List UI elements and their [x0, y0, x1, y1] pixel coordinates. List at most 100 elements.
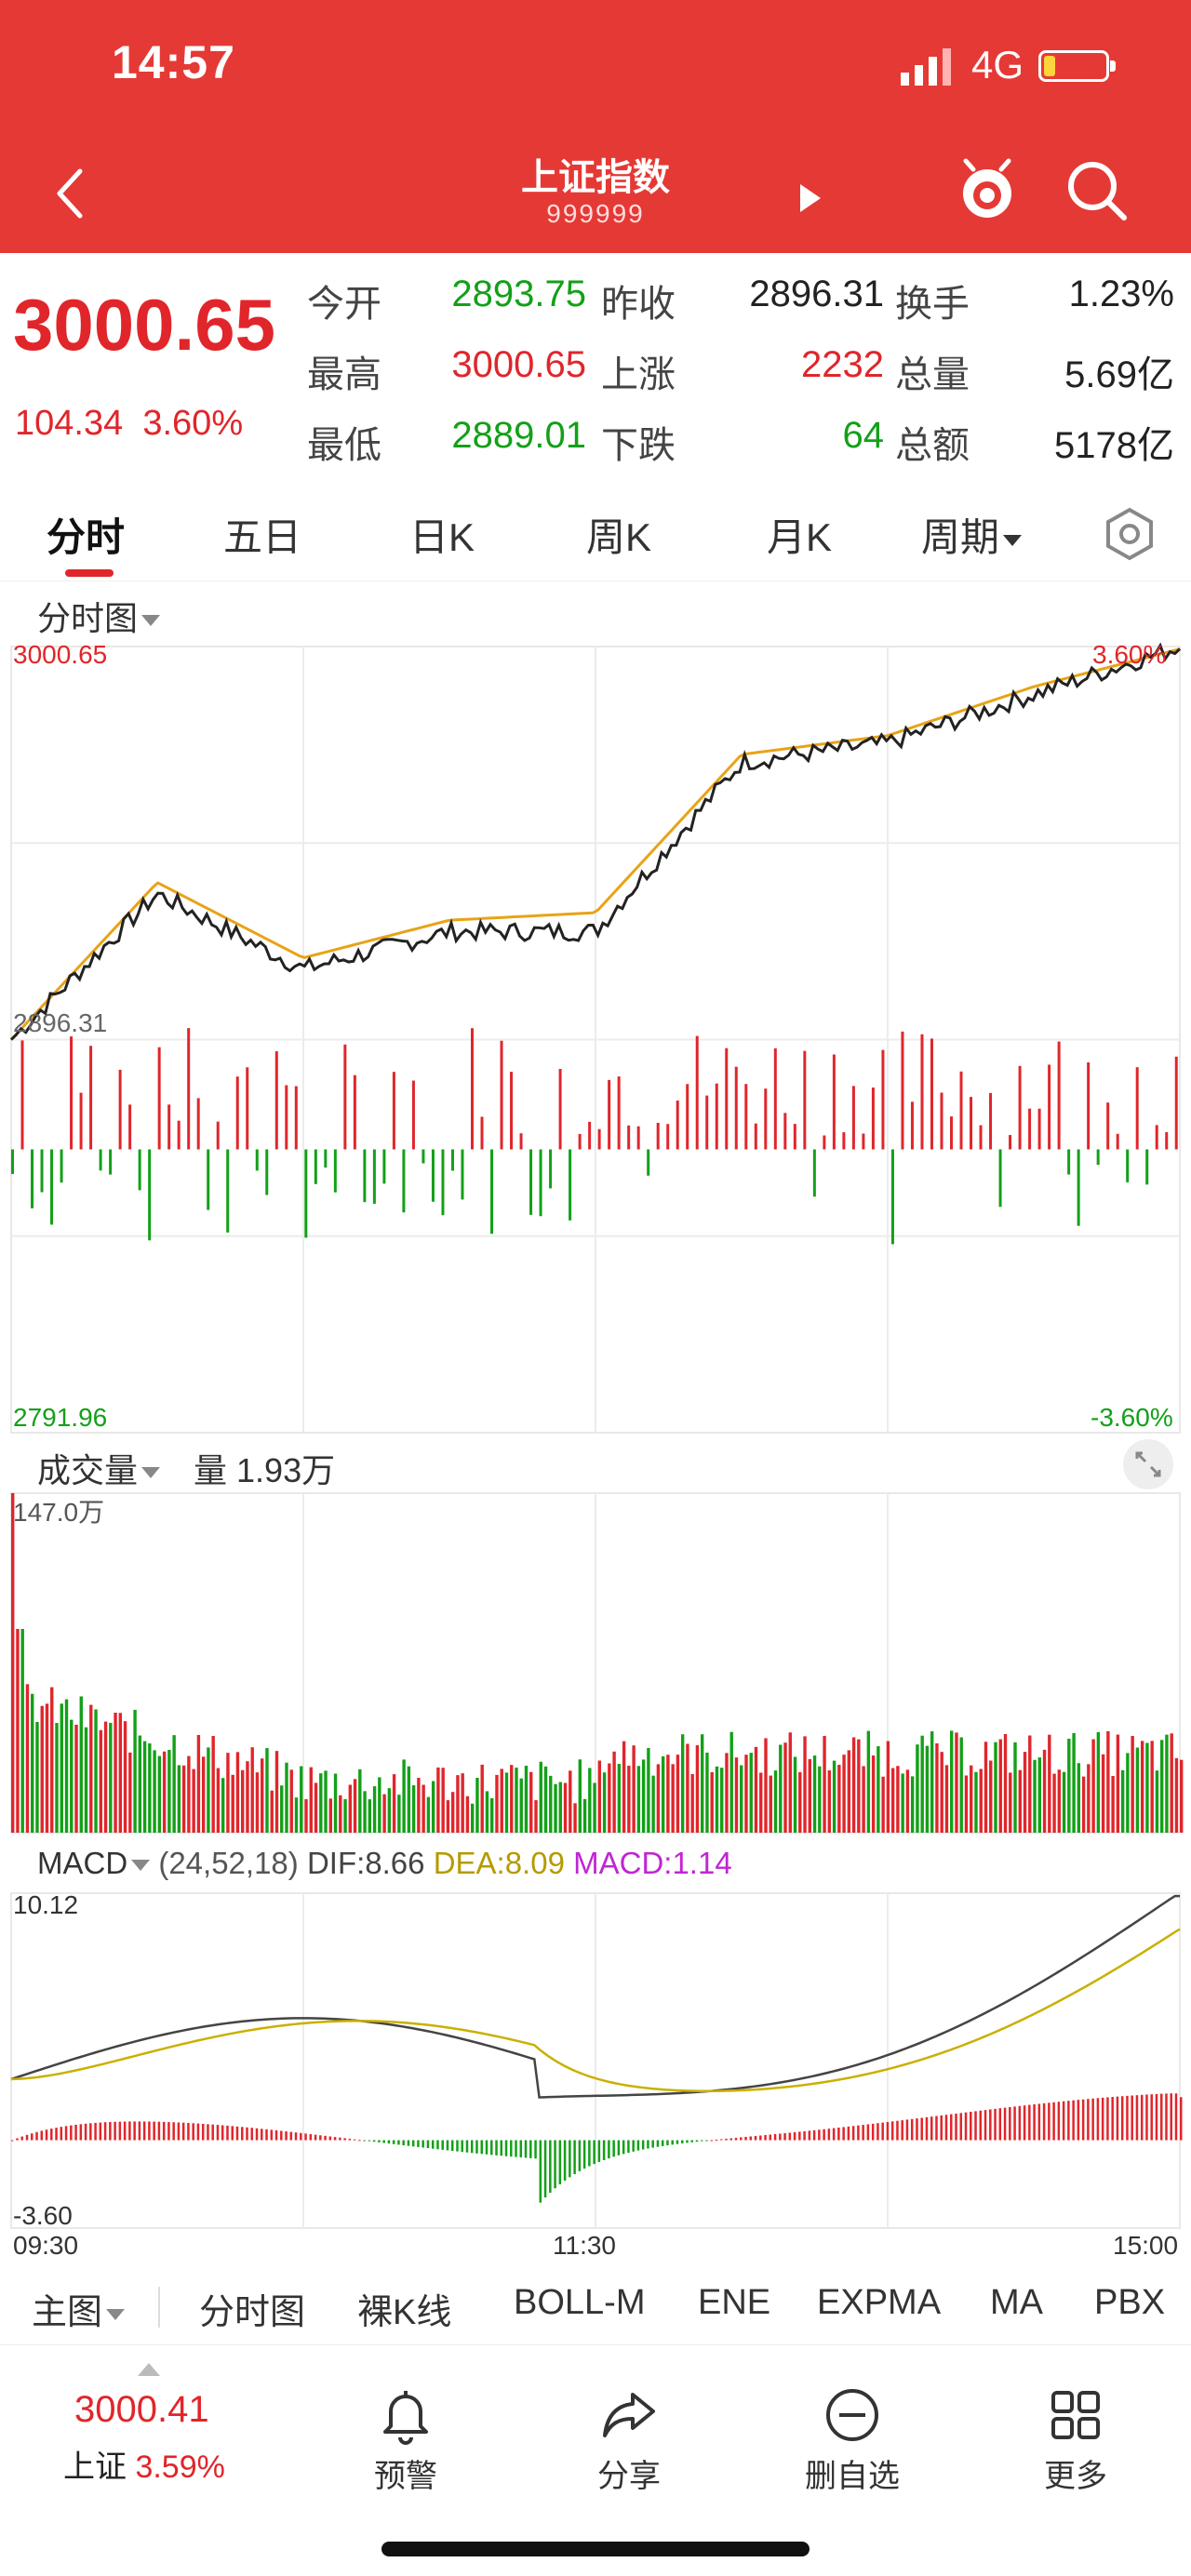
volume-dropdown[interactable]: 成交量: [37, 1444, 161, 1492]
macd-bar: [196, 2123, 200, 2141]
macd-min-label: -3.60: [13, 2201, 73, 2230]
indicator-ma[interactable]: MA: [990, 2283, 1043, 2322]
macd-title: MACD: [37, 1846, 128, 1880]
macd-bar: [593, 2140, 596, 2165]
volume-bar: [103, 1721, 108, 1833]
volume-bar: [950, 1730, 954, 1833]
macd-bar: [138, 2121, 141, 2141]
volume-bar: [510, 1765, 514, 1833]
assistant-robot-icon[interactable]: [957, 158, 1018, 223]
volume-bar: [280, 1785, 284, 1833]
back-icon[interactable]: [52, 166, 89, 221]
macd-bar: [656, 2140, 660, 2147]
more-button[interactable]: 更多: [1001, 2385, 1150, 2496]
breadth-bar: [588, 1121, 592, 1150]
breadth-bar: [235, 1076, 239, 1150]
toolbar-index[interactable]: 上证 3.59%: [63, 2441, 225, 2487]
volume-bar: [378, 1777, 381, 1833]
volume-bar: [187, 1755, 191, 1833]
main-chart-dropdown[interactable]: 主图: [32, 2283, 126, 2334]
macd-bar: [20, 2136, 24, 2141]
breadth-bar: [70, 1036, 74, 1150]
volume-bar: [411, 1785, 416, 1833]
indicator-pbx[interactable]: PBX: [1094, 2283, 1166, 2322]
macd-bar: [372, 2140, 376, 2142]
volume-bar: [133, 1709, 137, 1833]
macd-value: MACD:1.14: [573, 1846, 732, 1880]
macd-bar: [877, 2123, 879, 2141]
volume-bar: [715, 1766, 719, 1833]
macd-bar: [905, 2119, 909, 2141]
chart-grid: [10, 646, 1181, 2229]
macd-bar: [984, 2110, 987, 2141]
macd-bar: [261, 2129, 263, 2141]
macd-bar: [1155, 2093, 1158, 2141]
volume-bar: [207, 1747, 210, 1833]
macd-bar: [1018, 2105, 1022, 2141]
macd-bar: [1091, 2098, 1094, 2141]
macd-bar: [211, 2124, 214, 2141]
breadth-bar: [274, 1051, 278, 1150]
volume-bar: [617, 1764, 622, 1833]
indicator-expma[interactable]: EXPMA: [817, 2283, 942, 2322]
volume-bar: [1003, 1734, 1008, 1833]
tab-monthly-k[interactable]: 月K: [767, 515, 833, 559]
alert-button[interactable]: 预警: [331, 2385, 480, 2496]
share-icon: [603, 2393, 655, 2437]
expand-icon[interactable]: [1122, 1438, 1174, 1490]
divider: [158, 2287, 160, 2328]
volume-bar: [274, 1751, 279, 1833]
macd-bar: [617, 2140, 621, 2156]
volume-bar: [343, 1799, 347, 1833]
volume-bar: [109, 1722, 113, 1833]
volume-bar: [382, 1794, 386, 1833]
intraday-dropdown[interactable]: 分时图: [37, 592, 161, 640]
tab-daily-k[interactable]: 日K: [409, 515, 475, 559]
indicator-ene[interactable]: ENE: [698, 2283, 771, 2322]
macd-bar: [793, 2131, 796, 2141]
macd-bar: [40, 2130, 44, 2141]
volume-bar: [426, 1796, 431, 1833]
macd-bar: [221, 2125, 224, 2141]
macd-bar: [422, 2140, 424, 2148]
macd-bar: [896, 2120, 899, 2141]
volume-value: 5.69亿: [1064, 354, 1174, 395]
indicator-intraday[interactable]: 分时图: [199, 2293, 306, 2332]
tab-intraday[interactable]: 分时: [47, 515, 126, 559]
macd-bar: [910, 2118, 914, 2141]
change-percent: 3.60%: [142, 404, 244, 443]
macd-bar: [700, 2140, 703, 2142]
macd-bar: [1145, 2094, 1148, 2141]
macd-bar: [1057, 2102, 1061, 2141]
tab-period[interactable]: 周期: [921, 506, 1023, 563]
macd-bar: [1159, 2093, 1163, 2141]
volume-current: 量 1.93万: [194, 1444, 335, 1492]
breadth-bar: [177, 1120, 181, 1150]
expand-up-icon[interactable]: [138, 2363, 160, 2376]
macd-bar: [353, 2139, 356, 2141]
remove-watchlist-button[interactable]: 删自选: [778, 2385, 927, 2496]
macd-dif: DIF:8.66: [306, 1846, 425, 1880]
volume-bar: [309, 1767, 313, 1833]
search-icon[interactable]: [1064, 158, 1130, 223]
indicator-naked-k[interactable]: 裸K线: [357, 2293, 452, 2332]
breadth-bar: [196, 1098, 200, 1150]
share-button[interactable]: 分享: [555, 2385, 703, 2496]
breadth-bar: [970, 1097, 973, 1150]
volume-bar: [246, 1761, 249, 1833]
breadth-bar: [246, 1067, 249, 1150]
tab-five-day[interactable]: 五日: [223, 515, 302, 559]
volume-current-value: 1.93万: [236, 1451, 336, 1489]
breadth-bar: [187, 1028, 191, 1150]
indicator-boll-m[interactable]: BOLL-M: [514, 2283, 646, 2322]
macd-bar: [162, 2121, 166, 2141]
next-stock-icon[interactable]: [798, 182, 823, 214]
macd-bar: [280, 2130, 283, 2141]
hexagon-settings-icon[interactable]: [1102, 506, 1158, 562]
breadth-bar: [402, 1149, 406, 1213]
volume-bar: [916, 1744, 919, 1833]
volume-bar: [363, 1791, 367, 1833]
tab-weekly-k[interactable]: 周K: [586, 515, 652, 559]
chevron-down-icon: [1003, 534, 1023, 546]
macd-header[interactable]: MACD (24,52,18) DIF:8.66 DEA:8.09 MACD:1…: [37, 1846, 732, 1881]
